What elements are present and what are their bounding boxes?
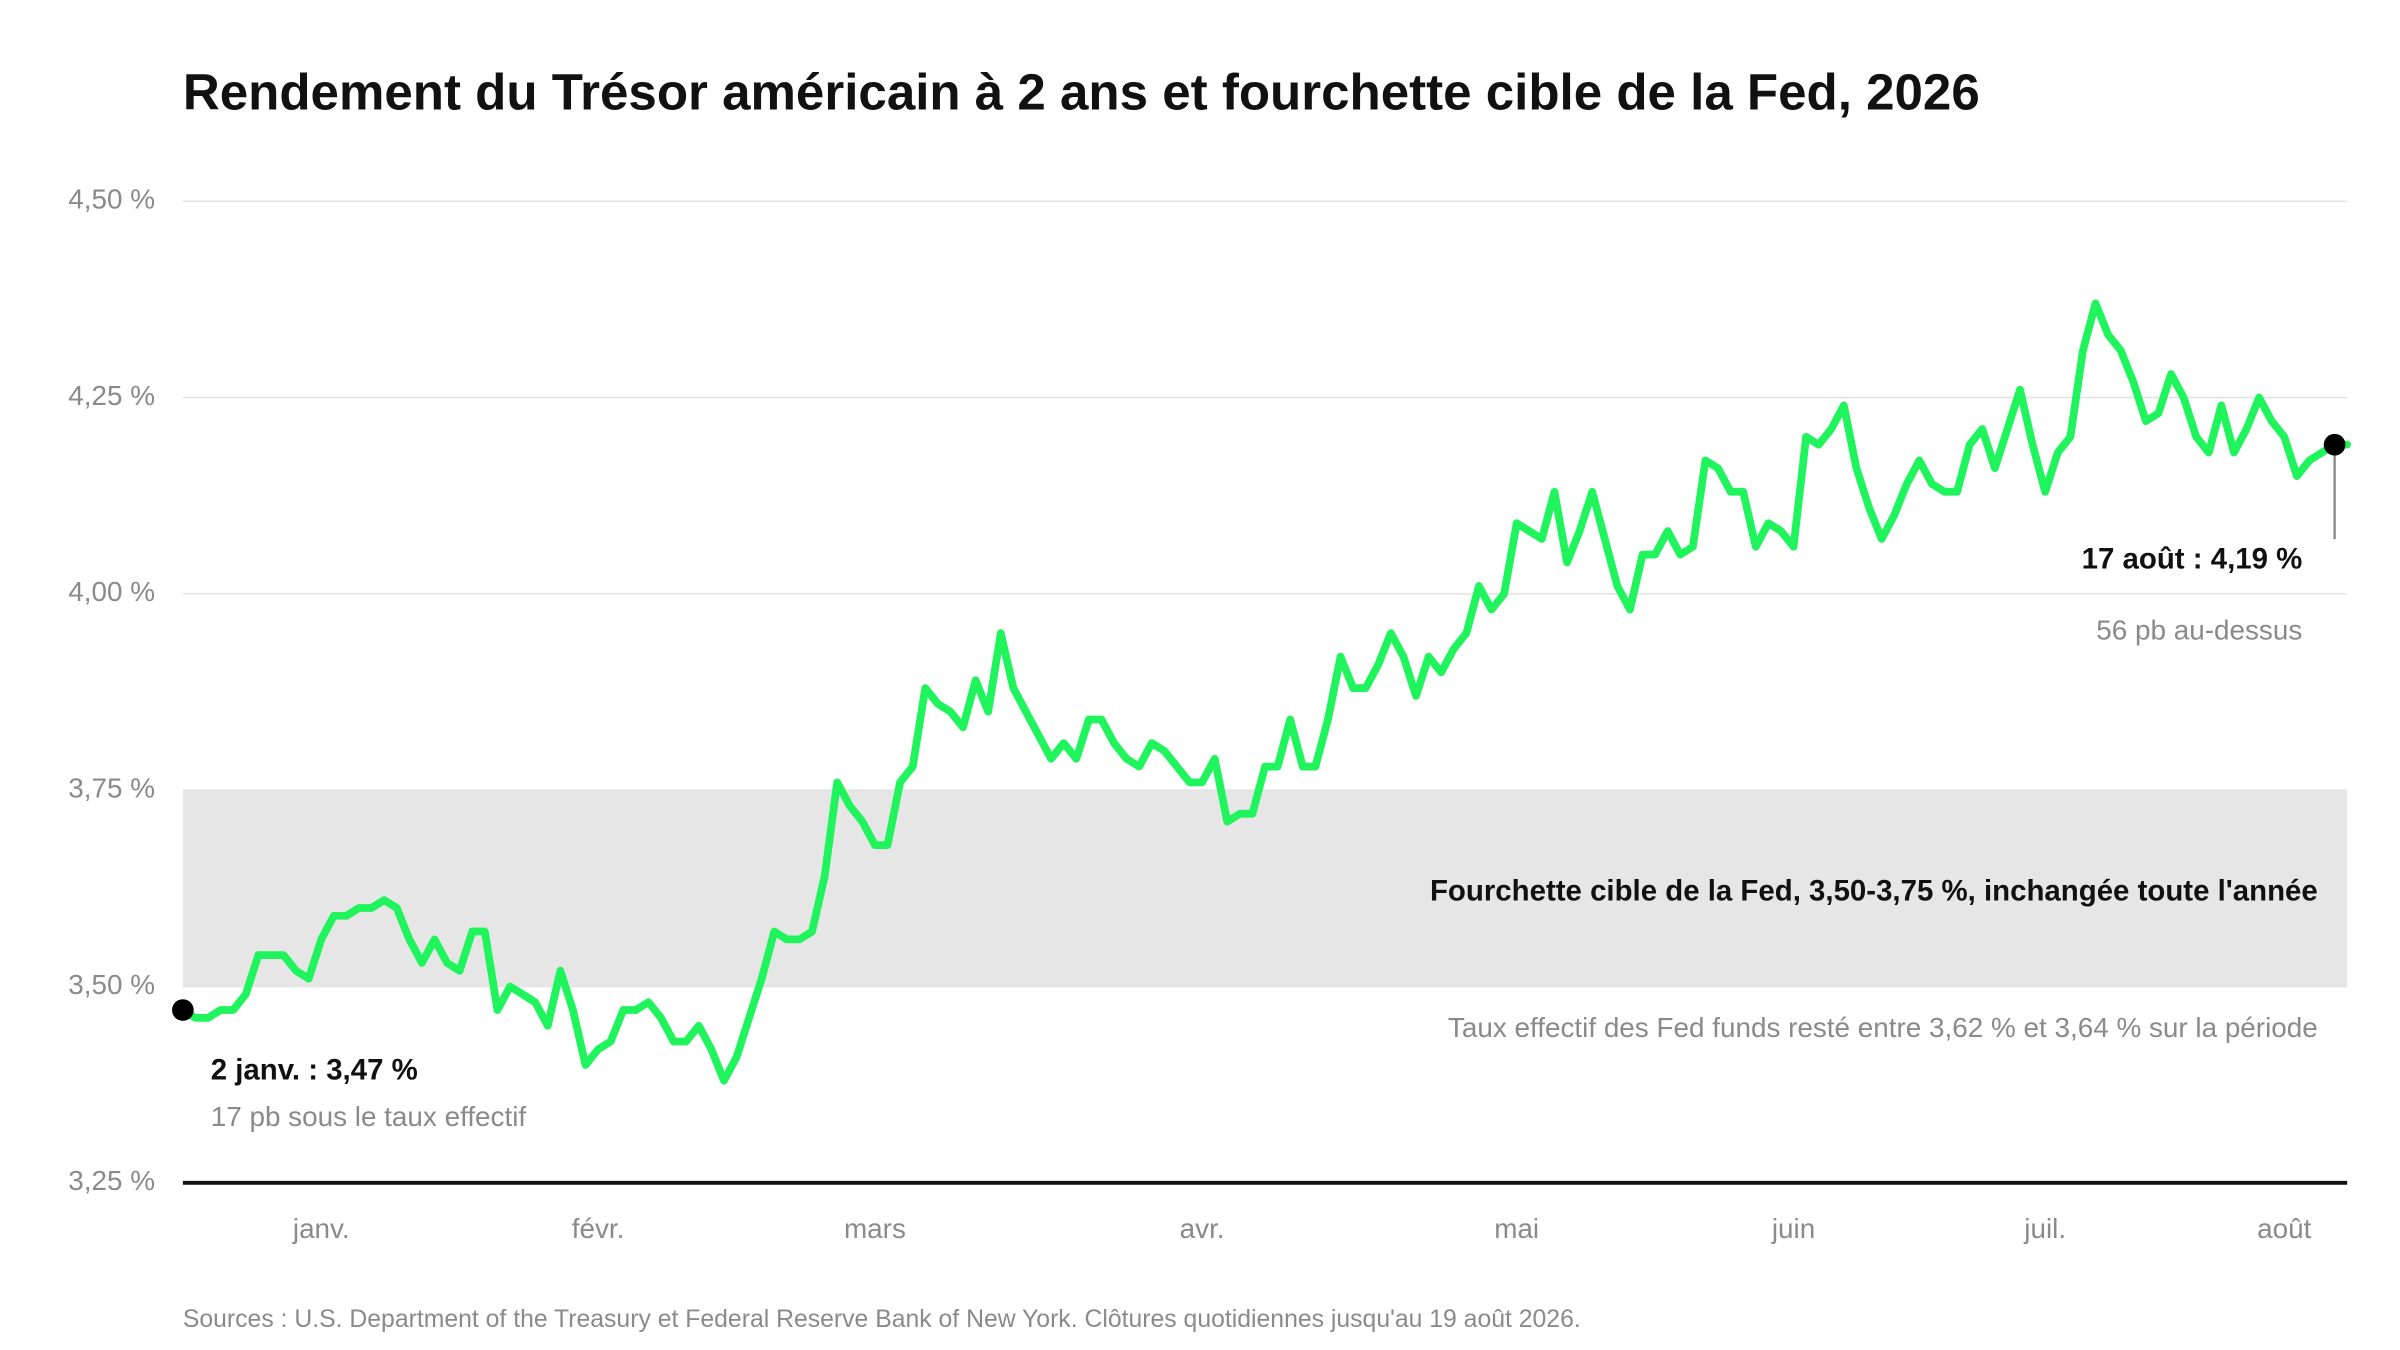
band-label: Fourchette cible de la Fed, 3,50-3,75 %,… [1430, 875, 2318, 908]
end-label: 17 août : 4,19 % [2082, 543, 2303, 576]
chart-title: Rendement du Trésor américain à 2 ans et… [183, 63, 1980, 120]
x-tick-label: janv. [292, 1213, 350, 1244]
band-note: Taux effectif des Fed funds resté entre … [1448, 1012, 2318, 1043]
start-marker [172, 999, 194, 1021]
x-tick-label: août [2257, 1213, 2311, 1244]
y-tick-label: 3,75 % [68, 773, 155, 804]
end-note: 56 pb au-dessus [2096, 614, 2302, 645]
target-band [182, 790, 2348, 987]
end-marker [2323, 433, 2346, 456]
x-tick-label: mars [844, 1213, 906, 1244]
x-tick-label: juil. [2023, 1213, 2066, 1244]
x-tick-label: avr. [1180, 1213, 1225, 1244]
y-tick-label: 4,25 % [68, 380, 155, 411]
start-note: 17 pb sous le taux effectif [211, 1101, 527, 1132]
yield-line [178, 299, 2352, 1085]
x-tick-label: mai [1494, 1213, 1539, 1244]
start-label: 2 janv. : 3,47 % [211, 1054, 418, 1087]
x-tick-label: juin [1771, 1213, 1815, 1244]
y-tick-label: 3,50 % [68, 969, 155, 1000]
x-tick-label: févr. [572, 1213, 625, 1244]
source: Sources : U.S. Department of the Treasur… [183, 1306, 1581, 1333]
y-tick-label: 3,25 % [68, 1165, 155, 1196]
y-tick-label: 4,50 % [68, 184, 155, 215]
y-tick-label: 4,00 % [68, 576, 155, 607]
